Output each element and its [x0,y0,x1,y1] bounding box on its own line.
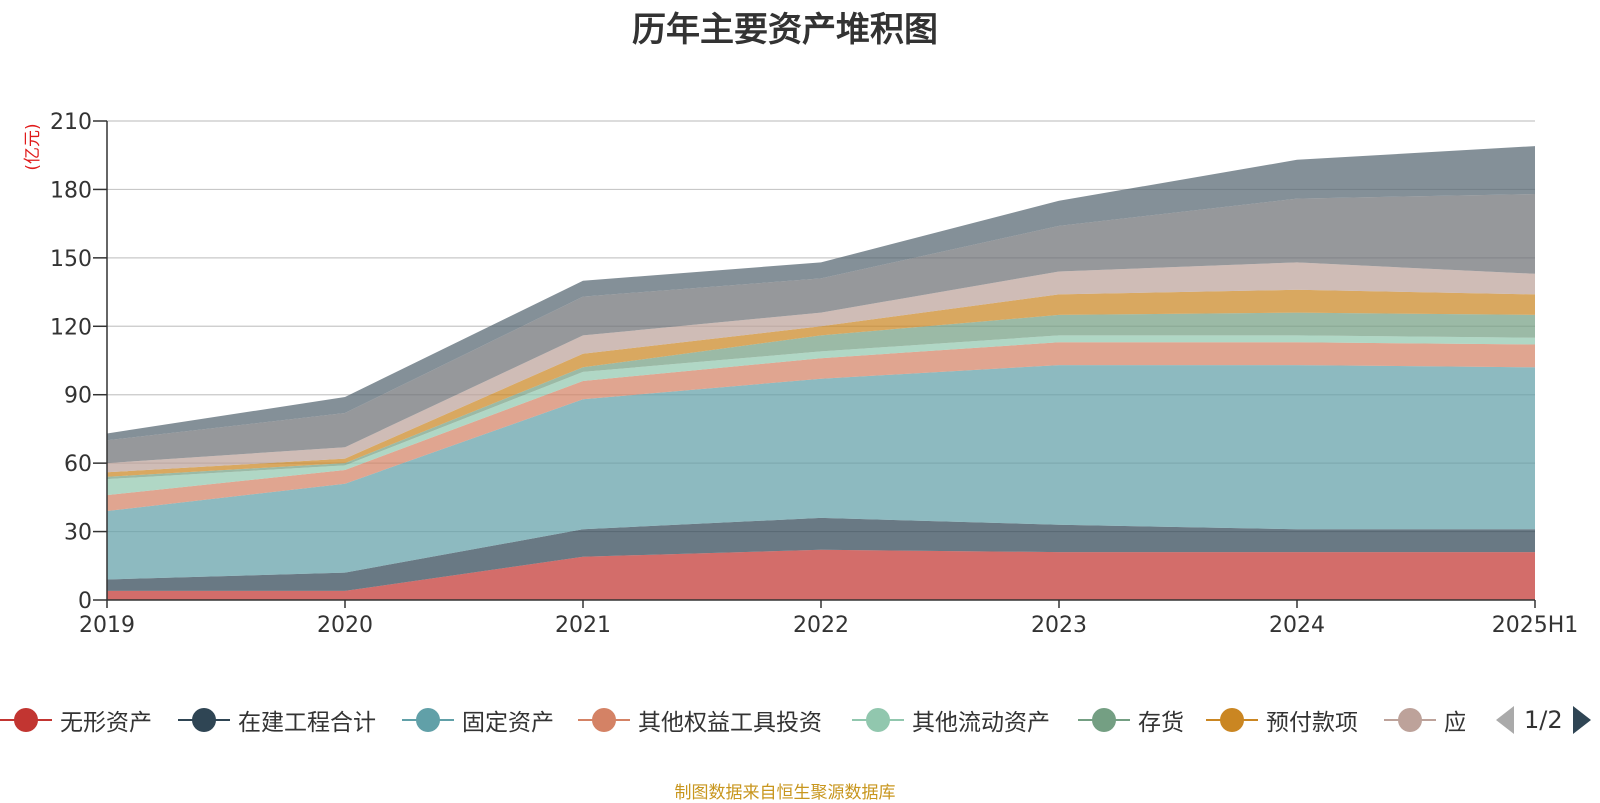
legend-label: 其他流动资产 [912,710,1050,736]
legend-marker-icon [402,706,454,734]
legend-item[interactable]: 固定资产 [402,702,554,738]
x-tick-label: 2023 [1031,613,1087,638]
legend-label: 应收账款 [1444,710,1465,736]
legend-marker-icon [1078,706,1130,734]
legend-item[interactable]: 其他权益工具投资 [578,702,822,738]
legend-item[interactable]: 预付款项 [1206,702,1358,738]
x-tick-label: 2025H1 [1492,613,1579,638]
legend-items: 无形资产 在建工程合计 固定资产 其他权益工具投资 其他流动资产 存货 预付款项 应收账款 [0,700,1465,740]
area-series-6 [107,289,1535,477]
legend-item[interactable]: 存货 [1078,702,1184,738]
area-series-9 [107,146,1535,441]
legend-label: 其他权益工具投资 [638,710,822,736]
legend-marker-icon [1206,706,1258,734]
chart-title: 历年主要资产堆积图 [632,10,938,50]
legend-label: 无形资产 [60,710,152,736]
y-tick-label: 150 [50,247,92,272]
legend-marker-icon [852,706,904,734]
legend-item[interactable]: 无形资产 [0,702,152,738]
x-tick-label: 2019 [79,613,135,638]
y-tick-label: 0 [78,589,92,614]
x-tick-label: 2022 [793,613,849,638]
y-tick-label: 180 [50,178,92,203]
stacked-areas [107,146,1535,600]
legend-label: 存货 [1138,710,1184,736]
area-series-3 [107,342,1535,511]
legend-marker-icon [178,706,230,734]
x-tick-label: 2024 [1269,613,1325,638]
y-tick-label: 210 [50,110,92,135]
legend-pager: 1/2 [1496,702,1591,738]
y-tick-label: 60 [64,452,92,477]
area-series-4 [107,335,1535,496]
area-series-8 [107,194,1535,464]
source-note: 制图数据来自恒生聚源数据库 [674,783,896,803]
x-tick-label: 2021 [555,613,611,638]
area-series-1 [107,517,1535,591]
area-series-2 [107,365,1535,580]
legend-item[interactable]: 在建工程合计 [178,702,376,738]
legend-item[interactable]: 应收账款 [1384,702,1465,738]
x-tick-label: 2020 [317,613,373,638]
legend-marker-icon [0,706,52,734]
axes: 0 30 60 90 120 150 180 210 2019 2020 2021 2022 2023 2… [50,110,1578,638]
legend-next-icon[interactable] [1572,706,1591,734]
y-tick-label: 120 [50,315,92,340]
legend-item[interactable]: 其他流动资产 [852,702,1050,738]
legend-label: 在建工程合计 [238,710,376,736]
y-tick-label: 30 [64,521,92,546]
legend-marker-icon [578,706,630,734]
legend-page-indicator: 1/2 [1524,706,1563,734]
area-series-0 [107,549,1535,600]
legend-label: 预付款项 [1266,710,1358,736]
legend-prev-icon[interactable] [1496,706,1514,734]
legend-label: 固定资产 [462,710,554,736]
y-tick-label: 90 [64,384,92,409]
legend: 无形资产 在建工程合计 固定资产 其他权益工具投资 其他流动资产 存货 预付款项 应收账款 1… [0,700,1600,740]
y-axis-unit-label: (亿元) [23,123,43,170]
area-series-7 [107,262,1535,473]
legend-marker-icon [1384,706,1436,734]
chart-area: 0 30 60 90 120 150 180 210 2019 2020 2021 2022 2023 2… [23,110,1578,638]
area-series-5 [107,312,1535,480]
